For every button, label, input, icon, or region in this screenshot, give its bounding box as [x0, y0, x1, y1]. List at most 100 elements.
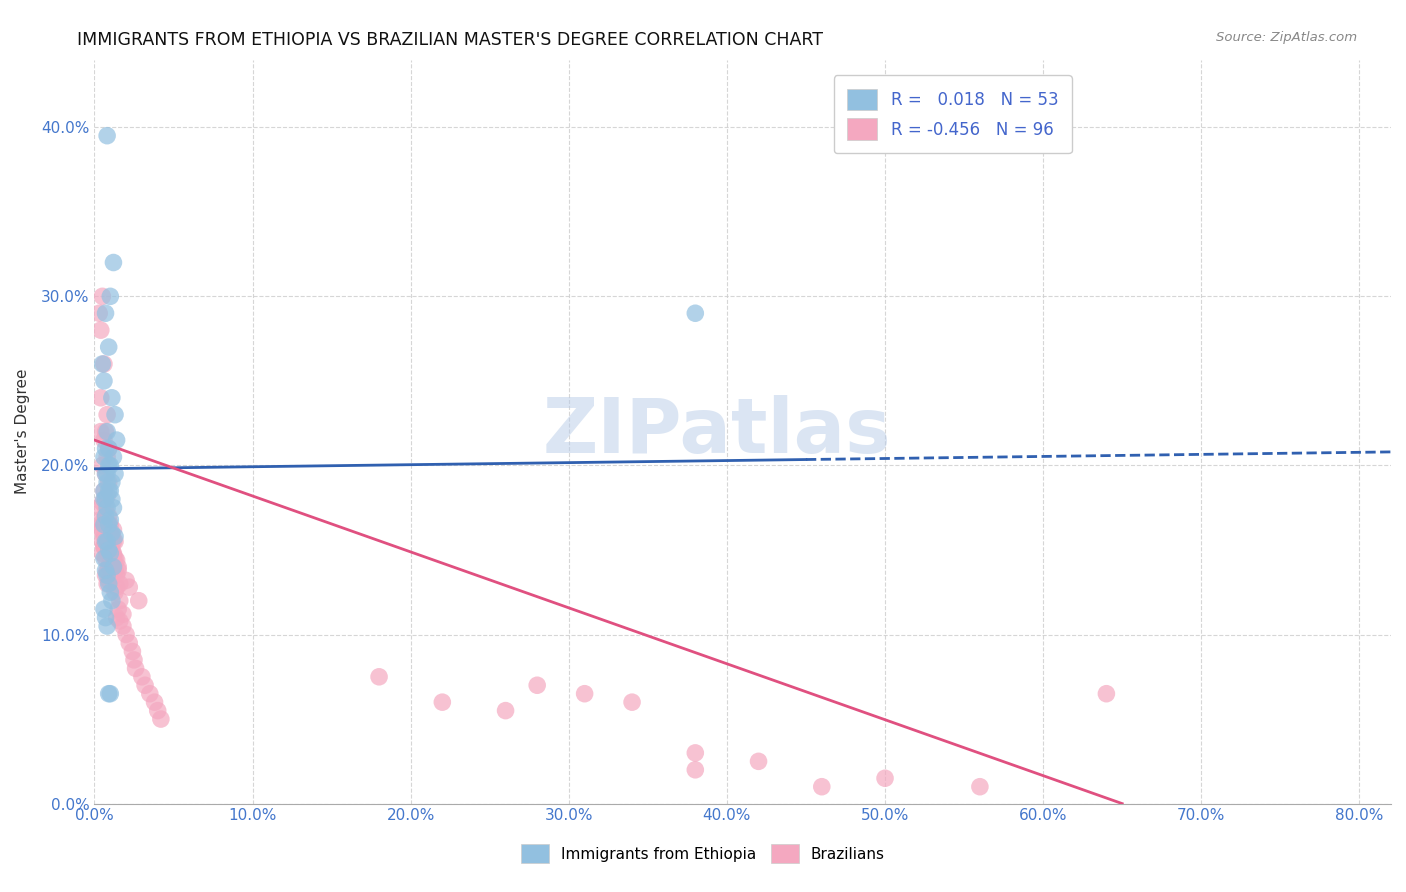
Point: [94, 568, 117, 582]
Point: [97, 483, 120, 498]
Point: [118, 580, 141, 594]
Point: [89, 306, 111, 320]
Point: [98, 543, 121, 558]
Point: [90, 523, 112, 537]
Point: [93, 450, 115, 464]
Point: [93, 433, 115, 447]
Point: [111, 607, 134, 622]
Point: [96, 500, 118, 515]
Point: [97, 509, 120, 524]
Point: [105, 568, 128, 582]
Point: [90, 512, 112, 526]
Point: [90, 391, 112, 405]
Point: [97, 560, 120, 574]
Point: [139, 687, 162, 701]
Point: [685, 306, 707, 320]
Point: [107, 602, 129, 616]
Text: Source: ZipAtlas.com: Source: ZipAtlas.com: [1216, 31, 1357, 45]
Point: [143, 695, 166, 709]
Y-axis label: Master's Degree: Master's Degree: [15, 369, 30, 494]
Point: [96, 519, 118, 533]
Point: [121, 644, 143, 658]
Point: [685, 746, 707, 760]
Point: [1095, 687, 1118, 701]
Point: [105, 580, 128, 594]
Point: [94, 610, 117, 624]
Point: [96, 450, 118, 464]
Point: [574, 687, 596, 701]
Point: [134, 678, 156, 692]
Point: [97, 534, 120, 549]
Point: [621, 695, 644, 709]
Point: [98, 289, 121, 303]
Point: [118, 636, 141, 650]
Point: [115, 574, 138, 588]
Point: [108, 593, 131, 607]
Point: [91, 534, 114, 549]
Point: [93, 540, 115, 554]
Point: [146, 704, 169, 718]
Point: [98, 517, 121, 532]
Point: [90, 500, 112, 515]
Point: [97, 475, 120, 490]
Point: [94, 492, 117, 507]
Point: [98, 483, 121, 498]
Point: [97, 574, 120, 588]
Point: [98, 557, 121, 571]
Point: [94, 425, 117, 439]
Point: [104, 467, 127, 481]
Point: [96, 534, 118, 549]
Point: [96, 576, 118, 591]
Point: [685, 763, 707, 777]
Legend: Immigrants from Ethiopia, Brazilians: Immigrants from Ethiopia, Brazilians: [513, 836, 893, 871]
Point: [101, 543, 124, 558]
Point: [96, 425, 118, 439]
Point: [96, 563, 118, 577]
Point: [98, 512, 121, 526]
Point: [103, 560, 125, 574]
Point: [94, 551, 117, 566]
Point: [107, 560, 129, 574]
Point: [149, 712, 172, 726]
Point: [104, 529, 127, 543]
Point: [94, 509, 117, 524]
Point: [98, 526, 121, 541]
Point: [101, 534, 124, 549]
Point: [91, 546, 114, 560]
Point: [94, 529, 117, 543]
Point: [90, 425, 112, 439]
Point: [98, 458, 121, 473]
Point: [94, 467, 117, 481]
Point: [101, 492, 124, 507]
Point: [103, 534, 125, 549]
Point: [97, 543, 120, 558]
Point: [108, 614, 131, 628]
Point: [101, 529, 124, 543]
Point: [94, 534, 117, 549]
Point: [96, 619, 118, 633]
Point: [91, 523, 114, 537]
Point: [104, 408, 127, 422]
Point: [124, 661, 146, 675]
Point: [115, 627, 138, 641]
Point: [101, 391, 124, 405]
Point: [93, 512, 115, 526]
Point: [108, 576, 131, 591]
Point: [96, 128, 118, 143]
Point: [93, 551, 115, 566]
Point: [495, 704, 517, 718]
Point: [97, 517, 120, 532]
Point: [96, 489, 118, 503]
Point: [97, 687, 120, 701]
Point: [810, 780, 832, 794]
Point: [432, 695, 454, 709]
Point: [96, 546, 118, 560]
Point: [748, 755, 770, 769]
Point: [91, 495, 114, 509]
Point: [103, 548, 125, 562]
Point: [90, 323, 112, 337]
Point: [98, 557, 121, 571]
Point: [131, 670, 153, 684]
Point: [93, 374, 115, 388]
Point: [96, 408, 118, 422]
